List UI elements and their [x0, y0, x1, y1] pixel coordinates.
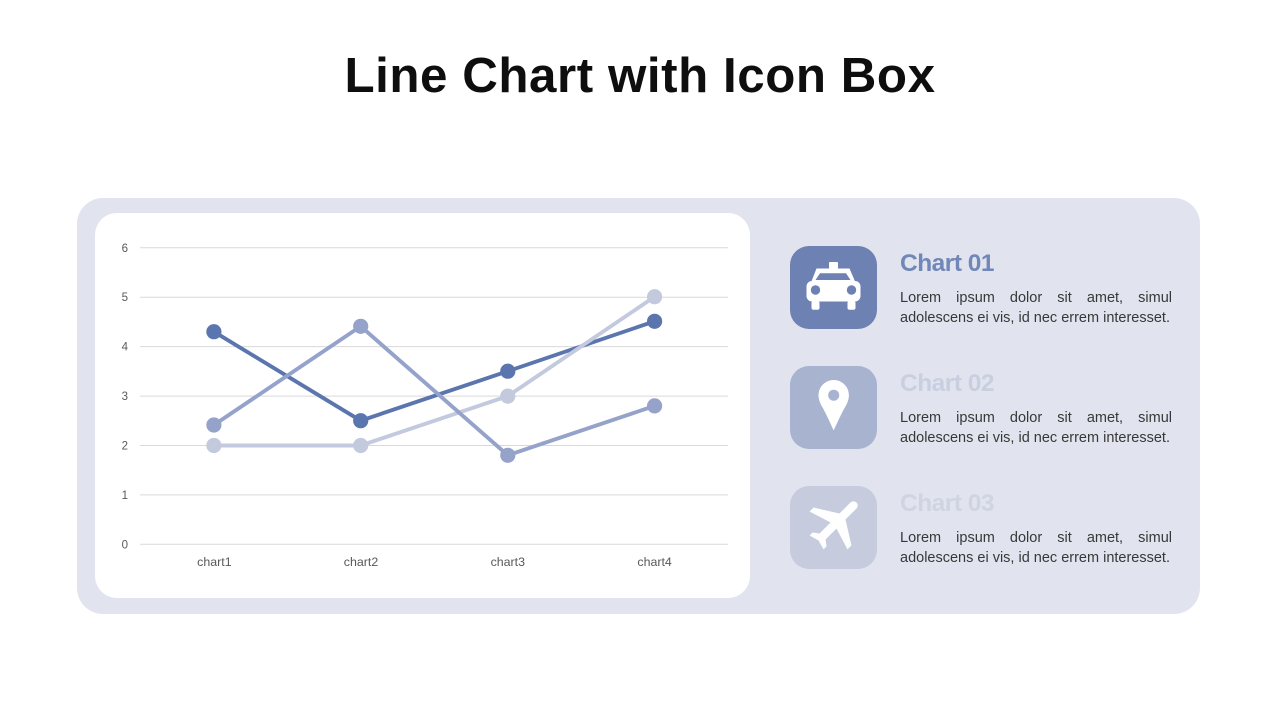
svg-text:4: 4 — [122, 342, 129, 354]
svg-text:chart1: chart1 — [197, 555, 232, 569]
svg-text:1: 1 — [122, 490, 128, 502]
svg-text:chart2: chart2 — [344, 555, 379, 569]
svg-text:chart4: chart4 — [637, 555, 672, 569]
svg-text:0: 0 — [122, 539, 128, 551]
svg-text:chart3: chart3 — [491, 555, 526, 569]
svg-text:6: 6 — [122, 243, 128, 255]
svg-text:5: 5 — [122, 292, 128, 304]
svg-text:2: 2 — [122, 441, 128, 453]
svg-text:3: 3 — [122, 391, 128, 403]
